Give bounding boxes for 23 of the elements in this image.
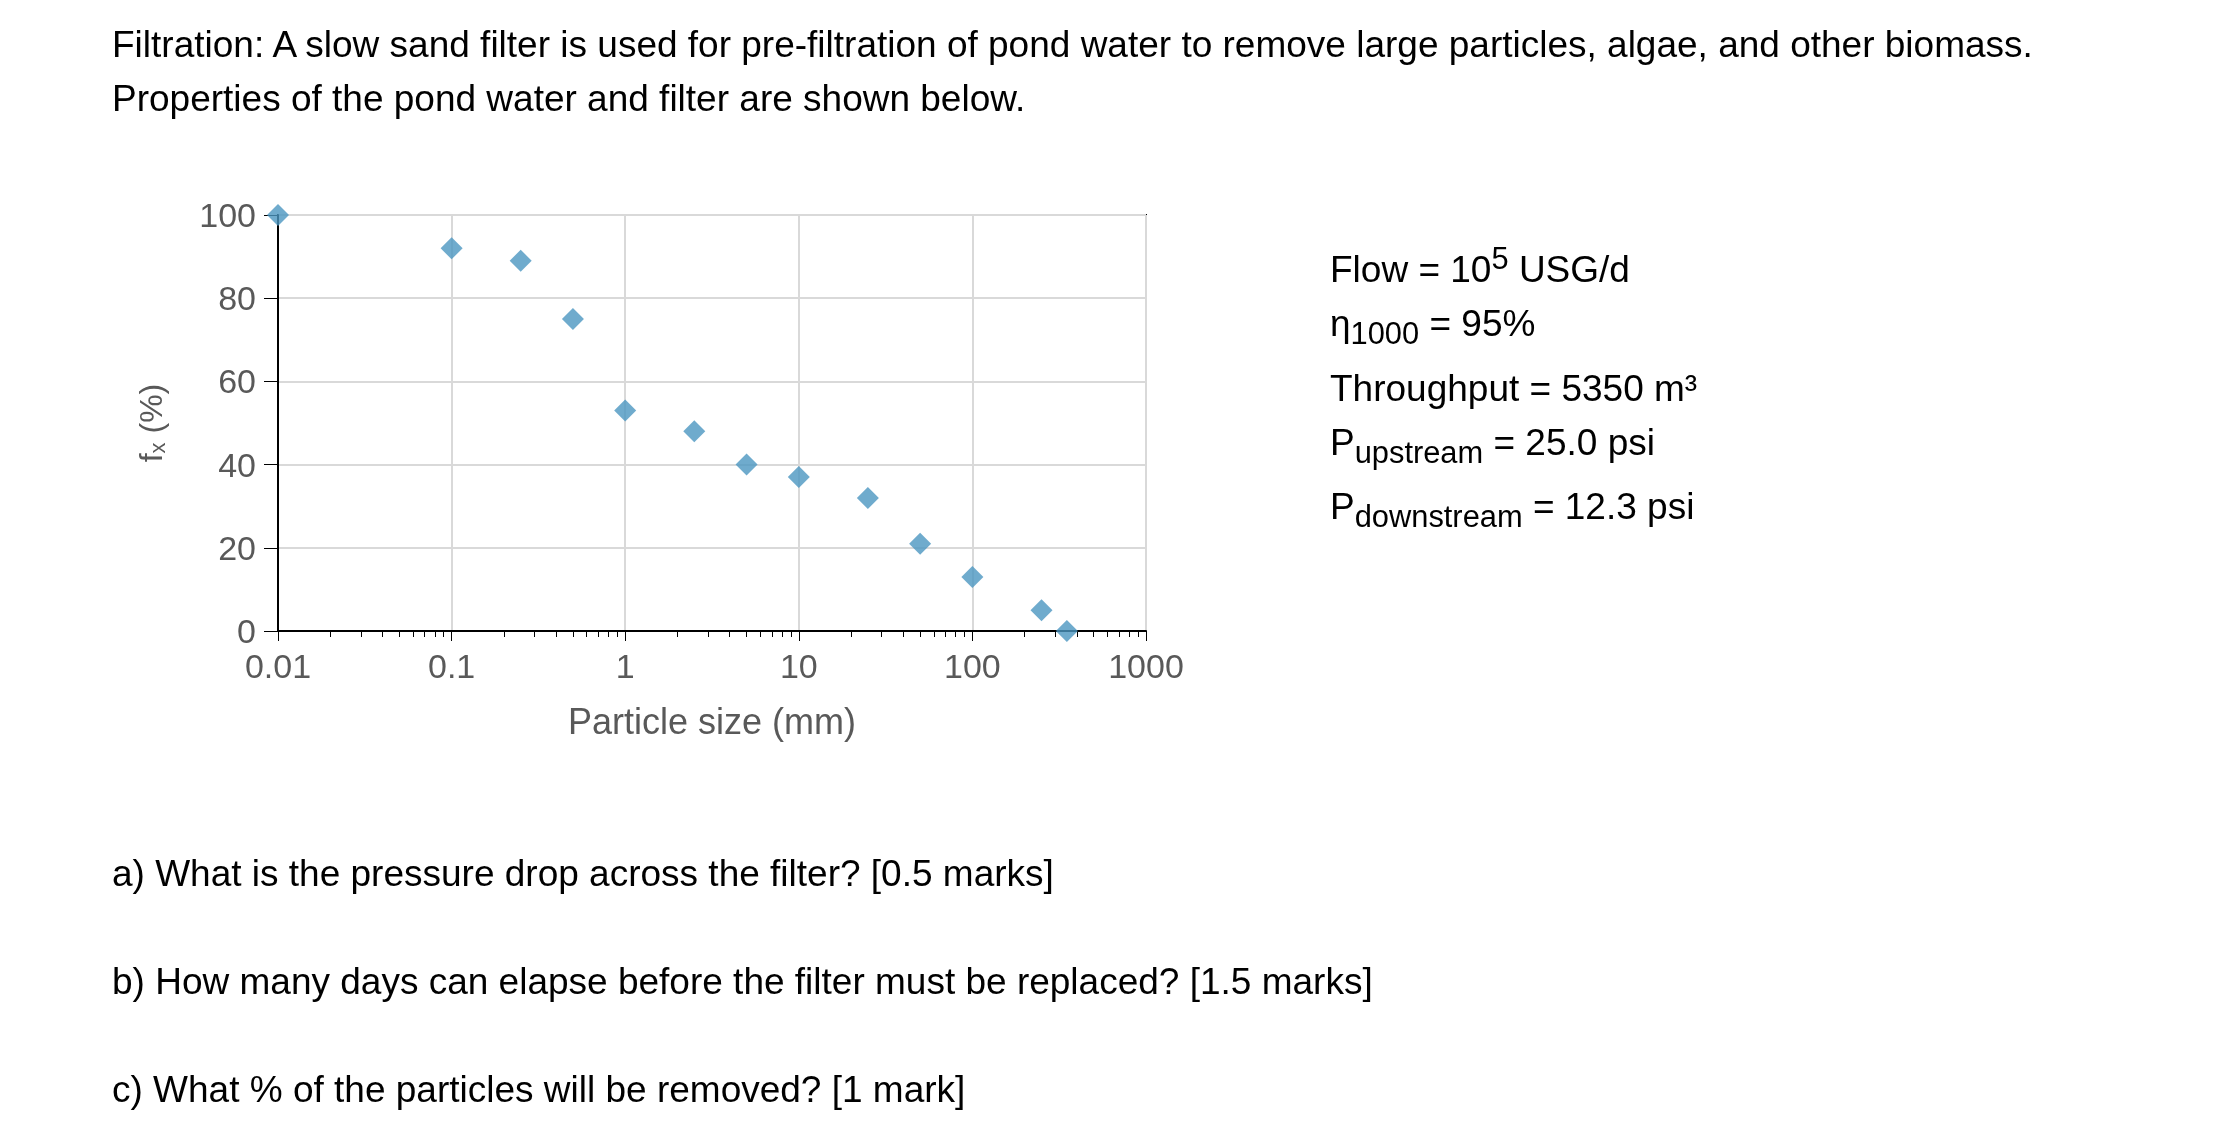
x-tick-label: 10 <box>779 647 818 685</box>
y-tick-label: 100 <box>199 196 256 234</box>
y-tick-label: 20 <box>218 528 256 567</box>
x-tick-label: 0.01 <box>244 647 312 685</box>
text: P$_{downstream}$ = 12.3 psi <box>1330 485 1696 537</box>
text: η$_{1000}$ = 95% <box>1330 302 1537 354</box>
x-tick-label: 1 <box>615 647 635 685</box>
y-tick-label: 0 <box>237 612 256 650</box>
y-tick-label: 80 <box>218 279 256 318</box>
x-tick-label: 0.1 <box>427 647 476 685</box>
y-tick-label: 60 <box>218 362 256 401</box>
x-axis-title: Particle size (mm) <box>567 700 857 742</box>
y-tick-label: 40 <box>218 445 256 484</box>
text: Throughput = 5350 m³ <box>1330 366 1698 411</box>
text: a) What is the pressure drop across the filter? [0.5 marks] <box>112 852 1055 896</box>
x-tick-label: 100 <box>944 647 1001 685</box>
text: c) What % of the particles will be removed? [1 mark] <box>112 1068 967 1112</box>
chart-title: Filtration: A slow sand filter is used for pre-filtration of pond water to remove large particles, algae, and other biomass. Properties of the pond water and filter are shown below. <box>112 23 2034 121</box>
text: b) How many days can elapse before the filter must be replaced? [1.5 marks] <box>112 960 1373 1004</box>
x-tick-label: 1000 <box>1108 647 1184 685</box>
y-axis-title: fx (%) <box>133 383 170 463</box>
text: Flow = 10$^{5}$ USG/d <box>1330 240 1631 293</box>
text: P$_{upstream}$ = 25.0 psi <box>1330 420 1656 473</box>
